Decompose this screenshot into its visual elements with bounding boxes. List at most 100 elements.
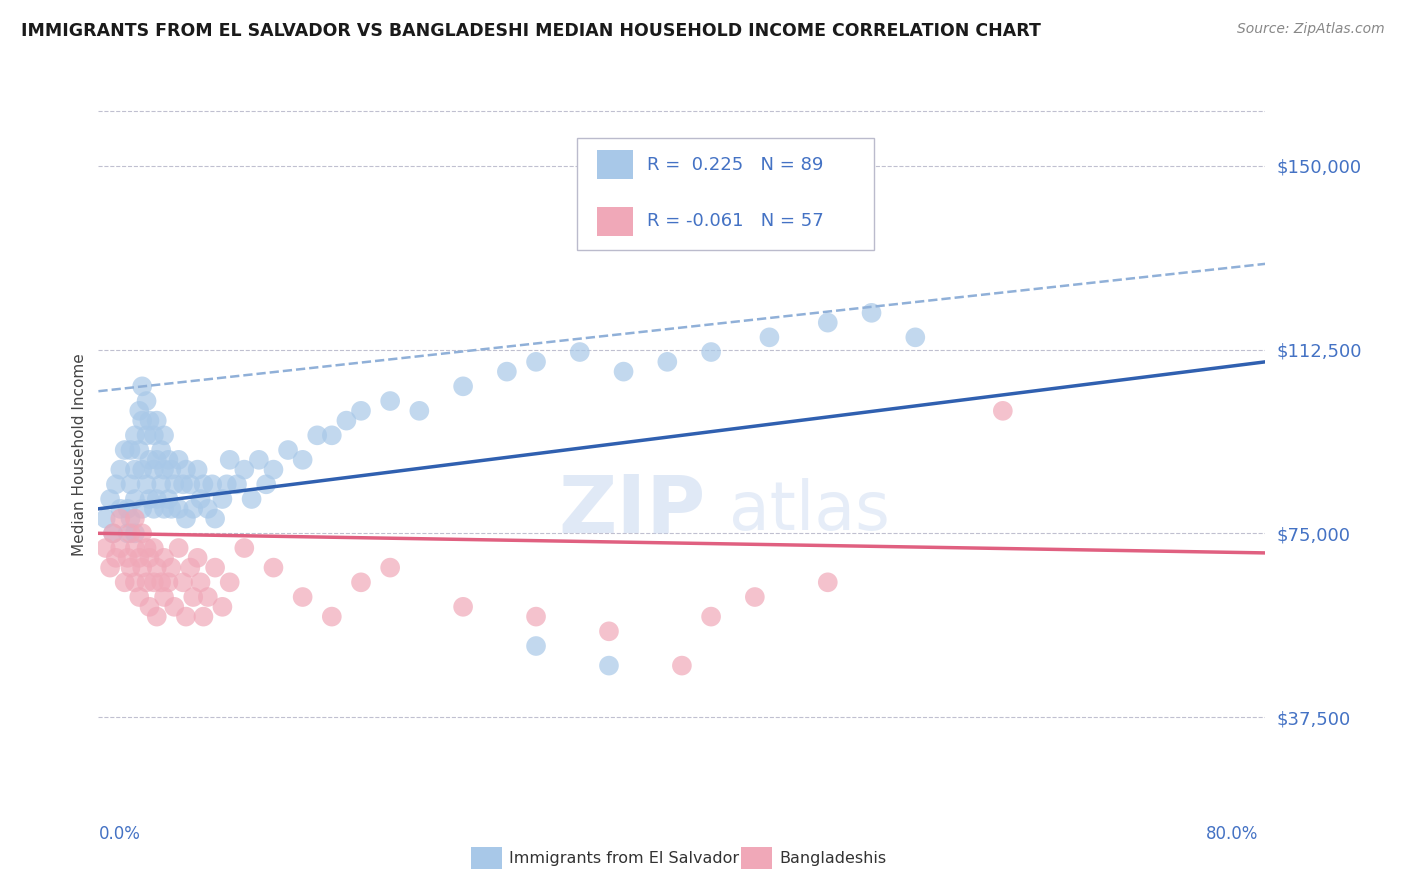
Point [110, 541, 132, 555]
Point [120, 560, 142, 574]
Point [160, 560, 183, 574]
Point [142, 541, 165, 555]
Point [131, 414, 153, 428]
Point [142, 462, 165, 476]
Point [128, 590, 150, 604]
Point [211, 491, 233, 506]
Point [124, 428, 146, 442]
Point [98, 491, 121, 506]
Point [104, 550, 127, 565]
Point [167, 501, 190, 516]
Point [172, 477, 194, 491]
Point [98, 560, 121, 574]
Point [153, 462, 176, 476]
Text: ZIP: ZIP [558, 472, 706, 549]
Point [174, 609, 197, 624]
Point [240, 491, 263, 506]
Point [817, 575, 839, 590]
Point [124, 541, 146, 555]
Point [117, 526, 139, 541]
Point [124, 526, 146, 541]
Point [157, 575, 180, 590]
Point [150, 443, 173, 458]
Point [408, 404, 430, 418]
Point [378, 394, 402, 409]
Point [153, 550, 176, 565]
Point [110, 462, 132, 476]
Point [131, 526, 153, 541]
Point [94, 511, 117, 525]
Point [114, 575, 136, 590]
Point [138, 550, 160, 565]
Point [131, 560, 153, 574]
Point [197, 501, 219, 516]
Point [110, 511, 132, 525]
Text: R =  0.225   N = 89: R = 0.225 N = 89 [647, 156, 824, 174]
Point [215, 477, 238, 491]
Point [135, 575, 157, 590]
Point [146, 609, 169, 624]
Point [598, 658, 620, 673]
Point [138, 414, 160, 428]
Point [226, 477, 249, 491]
Point [163, 599, 186, 614]
Point [101, 526, 124, 541]
Point [138, 452, 160, 467]
Point [160, 501, 183, 516]
Point [101, 526, 124, 541]
Text: 0.0%: 0.0% [98, 825, 141, 843]
Point [124, 462, 146, 476]
Y-axis label: Median Household Income: Median Household Income [72, 353, 87, 557]
Point [218, 452, 240, 467]
Point [321, 428, 343, 442]
Point [190, 575, 212, 590]
Point [233, 541, 256, 555]
Point [124, 491, 146, 506]
Point [700, 609, 723, 624]
Point [700, 345, 723, 359]
Point [142, 575, 165, 590]
Point [124, 575, 146, 590]
FancyBboxPatch shape [576, 138, 875, 250]
Point [193, 609, 215, 624]
Point [131, 379, 153, 393]
Point [247, 452, 270, 467]
Point [254, 477, 277, 491]
Point [233, 462, 256, 476]
Point [150, 477, 173, 491]
Point [174, 511, 197, 525]
Point [758, 330, 780, 344]
Point [378, 560, 402, 574]
Point [150, 575, 173, 590]
Point [167, 452, 190, 467]
Point [124, 511, 146, 525]
Point [157, 491, 180, 506]
Point [120, 477, 142, 491]
Point [350, 404, 373, 418]
Point [262, 560, 284, 574]
Text: Immigrants from El Salvador: Immigrants from El Salvador [509, 851, 740, 865]
Text: 80.0%: 80.0% [1206, 825, 1258, 843]
Point [190, 491, 212, 506]
Point [181, 501, 204, 516]
Point [146, 560, 169, 574]
Point [128, 404, 150, 418]
Point [179, 477, 201, 491]
Point [495, 365, 517, 379]
Point [187, 550, 209, 565]
Point [94, 541, 117, 555]
Point [291, 590, 314, 604]
Point [204, 511, 226, 525]
Point [991, 404, 1014, 418]
Point [350, 575, 373, 590]
Point [657, 355, 679, 369]
Point [114, 443, 136, 458]
Point [142, 428, 165, 442]
Point [172, 575, 194, 590]
FancyBboxPatch shape [596, 207, 633, 235]
Point [218, 575, 240, 590]
Point [321, 609, 343, 624]
Text: R = -0.061   N = 57: R = -0.061 N = 57 [647, 212, 824, 230]
Point [135, 541, 157, 555]
Point [860, 306, 883, 320]
